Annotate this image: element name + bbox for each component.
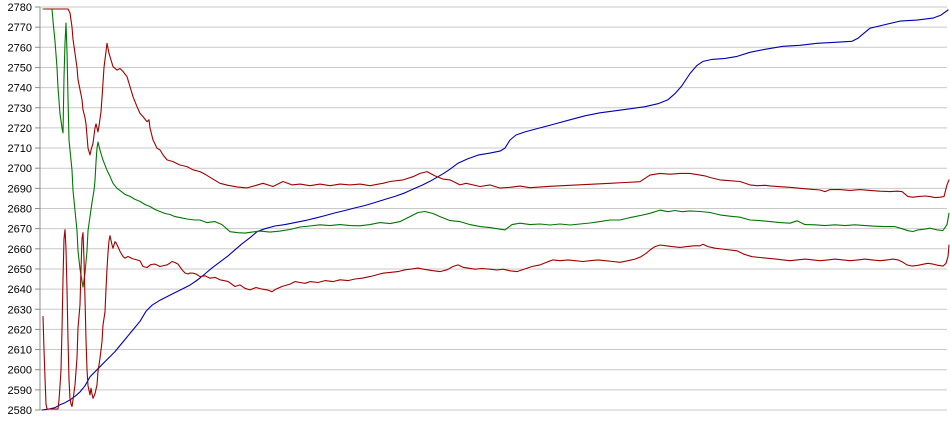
y-axis-tick-label: 2640 xyxy=(8,284,32,296)
y-axis-tick-label: 2750 xyxy=(8,62,32,74)
y-axis-tick-label: 2670 xyxy=(8,224,32,236)
y-axis-tick-label: 2770 xyxy=(8,22,32,34)
green-line-path xyxy=(42,8,950,288)
y-axis-tick-label: 2660 xyxy=(8,244,32,256)
y-axis-tick-label: 2720 xyxy=(8,123,32,135)
y-axis-tick-label: 2780 xyxy=(8,2,32,14)
y-axis-tick-label: 2590 xyxy=(8,385,32,397)
y-axis-tick-label: 2740 xyxy=(8,83,32,95)
y-axis-tick-label: 2600 xyxy=(8,365,32,377)
red-lower-line-path xyxy=(42,229,950,410)
y-axis-tick-label: 2760 xyxy=(8,42,32,54)
y-axis-tick-label: 2690 xyxy=(8,183,32,195)
y-axis-tick-label: 2700 xyxy=(8,163,32,175)
blue-line-path xyxy=(41,9,949,411)
y-axis-tick-label: 2680 xyxy=(8,204,32,216)
y-axis-tick-label: 2710 xyxy=(8,143,32,155)
y-axis-tick-label: 2610 xyxy=(8,345,32,357)
y-axis-tick-label: 2620 xyxy=(8,324,32,336)
y-axis-tick-label: 2580 xyxy=(8,405,32,417)
y-axis-tick-label: 2650 xyxy=(8,264,32,276)
red-upper-line-path xyxy=(44,8,950,199)
y-axis-tick-label: 2730 xyxy=(8,103,32,115)
y-axis-tick-label: 2630 xyxy=(8,304,32,316)
